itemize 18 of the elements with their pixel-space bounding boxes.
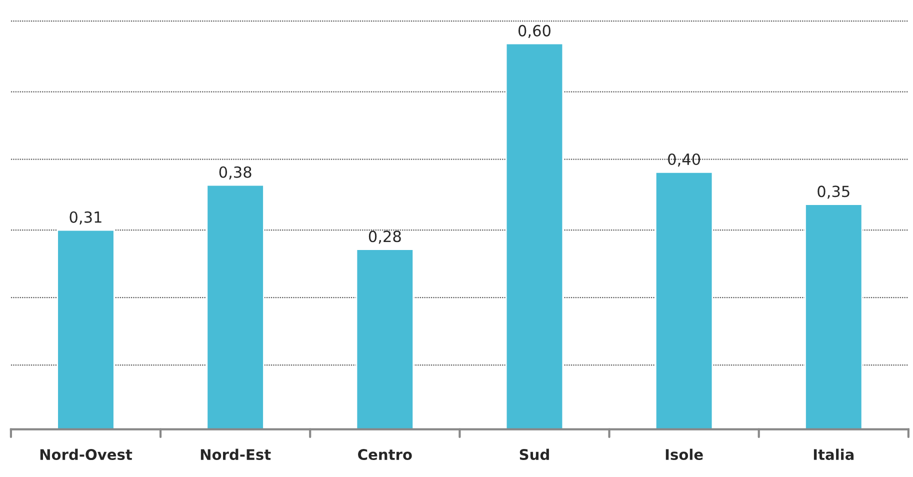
bar [206,184,264,430]
bar [356,248,414,430]
data-label: 0,28 [368,230,401,244]
bar [654,171,714,430]
data-label: 0,40 [668,153,700,167]
x-tick-label: Nord-Est [200,448,271,460]
data-label: 0,38 [219,166,252,180]
x-tick-label: Centro [358,449,412,460]
x-tick-label: Sud [520,448,549,460]
x-tick-label: Nord-Ovest [40,448,132,460]
x-tick-label: Italia [814,448,854,460]
bar [56,229,115,430]
x-tick-label: Isole [666,448,703,460]
data-label: 0,60 [518,24,550,38]
bar [505,42,564,430]
bar [804,204,863,430]
data-label: 0,35 [818,186,850,199]
data-label: 0,31 [70,211,102,224]
